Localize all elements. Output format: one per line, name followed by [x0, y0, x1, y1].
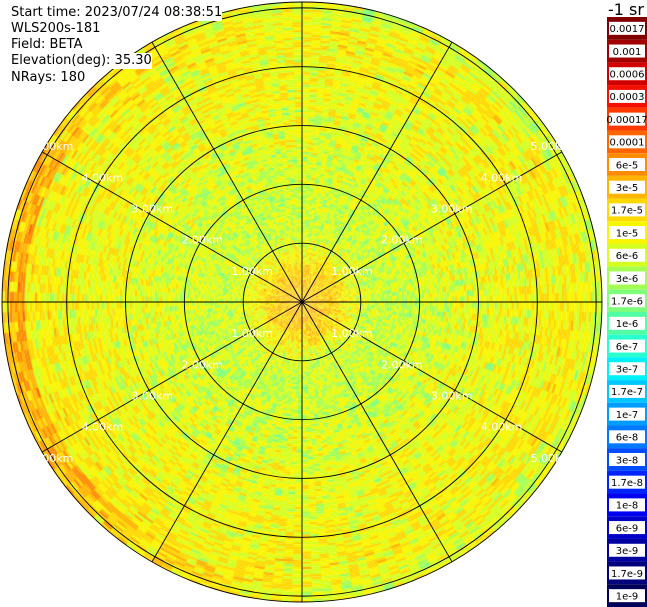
colorbar-label-2: 0.0006 [610, 70, 645, 81]
colorbar-label-bg-14 [609, 339, 645, 353]
colorbar-label-6: 6e-5 [616, 160, 639, 171]
colorbar-label-bg-5 [609, 135, 645, 149]
ring-label-4-2: 4.00km [481, 421, 523, 434]
colorbar-label-10: 6e-6 [616, 251, 639, 262]
colorbar-label-bg-6 [609, 158, 645, 171]
ring-label-5-0: 5.00km [32, 140, 74, 153]
colorbar-label-7: 3e-5 [616, 183, 639, 194]
start-time-label: Start time: 2023/07/24 08:38:51 [11, 5, 223, 21]
colorbar-label-bg-11 [609, 271, 645, 285]
colorbar-label-14: 6e-7 [616, 342, 639, 353]
colorbar-label-11: 3e-6 [616, 274, 639, 285]
colorbar-label-bg-0 [609, 21, 645, 35]
instrument-label: WLS200s-181 [11, 21, 101, 37]
ring-label-1-1: 1.00km [331, 265, 373, 278]
colorbar-label-9: 1e-5 [616, 228, 639, 239]
colorbar-label-bg-7 [609, 180, 645, 194]
azimuth-spoke-300 [41, 151, 303, 303]
ring-label-3-3: 3.00km [132, 390, 174, 403]
colorbar-label-bg-3 [609, 89, 645, 103]
colorbar-label-bg-23 [609, 543, 645, 557]
ring-label-5-1: 5.00km [531, 140, 573, 153]
colorbar-label-22: 6e-9 [616, 523, 639, 534]
colorbar-label-5: 0.0001 [610, 138, 645, 149]
colorbar-label-24: 1.7e-9 [611, 569, 643, 580]
colorbar-label-bg-17 [609, 407, 645, 421]
colorbar-label-bg-4 [609, 112, 645, 126]
ring-label-2-1: 2.00km [381, 234, 423, 247]
colorbar-label-bg-15 [609, 362, 645, 376]
ring-label-3-2: 3.00km [431, 390, 473, 403]
colorbar-label-21: 1e-8 [616, 501, 639, 512]
colorbar-label-bg-9 [609, 226, 645, 240]
colorbar-label-bg-24 [609, 566, 645, 580]
azimuth-spoke-240 [41, 301, 303, 453]
ring-label-2-3: 2.00km [181, 358, 223, 371]
colorbar-label-18: 6e-8 [616, 433, 639, 444]
colorbar-label-bg-18 [609, 430, 645, 444]
colorbar-title: -1 sr [608, 0, 644, 19]
colorbar-label-4: 0.00017 [607, 115, 647, 126]
colorbar-label-12: 1.7e-6 [611, 296, 643, 307]
colorbar-label-bg-8 [609, 203, 645, 217]
azimuth-spoke-210 [151, 301, 303, 563]
colorbar-label-1: 0.001 [613, 47, 642, 58]
ring-label-1-3: 1.00km [231, 327, 273, 340]
colorbar-label-15: 3e-7 [616, 365, 639, 376]
colorbar-label-bg-10 [609, 248, 645, 262]
ring-label-1-2: 1.00km [331, 327, 373, 340]
ring-label-4-1: 4.00km [481, 171, 523, 184]
ring-label-5-2: 5.00km [531, 452, 573, 465]
azimuth-spoke-120 [301, 301, 563, 453]
azimuth-spoke-330 [151, 41, 303, 303]
colorbar-label-25: 1e-9 [616, 591, 639, 602]
colorbar-label-8: 1.7e-5 [611, 206, 643, 217]
ring-label-3-0: 3.00km [132, 202, 174, 215]
colorbar-label-23: 3e-9 [616, 546, 639, 557]
ring-label-3-1: 3.00km [431, 202, 473, 215]
azimuth-spoke-60 [301, 151, 563, 303]
nrays-label: NRays: 180 [11, 70, 86, 86]
colorbar-label-bg-22 [609, 521, 645, 535]
colorbar-label-17: 1e-7 [616, 410, 639, 421]
colorbar-label-19: 3e-8 [616, 455, 639, 466]
colorbar-label-bg-25 [609, 589, 645, 603]
colorbar-label-bg-21 [609, 498, 645, 512]
colorbar-label-bg-19 [609, 453, 645, 466]
azimuth-spoke-30 [301, 41, 453, 303]
ring-label-2-0: 2.00km [181, 234, 223, 247]
colorbar-label-16: 1.7e-7 [611, 387, 643, 398]
colorbar-label-bg-2 [609, 67, 645, 81]
colorbar-label-bg-1 [609, 44, 645, 58]
ring-label-2-2: 2.00km [381, 358, 423, 371]
ring-label-5-3: 5.00km [32, 452, 74, 465]
colorbar-label-13: 1e-6 [616, 319, 639, 330]
colorbar-label-bg-13 [609, 316, 645, 330]
colorbar-label-3: 0.0003 [610, 92, 645, 103]
colorbar-label-bg-20 [609, 475, 645, 489]
colorbar: 0.0017 0.001 0.0006 0.0003 0.00017 0.0001 6e-5… [607, 17, 647, 607]
colorbar-label-bg-16 [609, 384, 645, 398]
colorbar-label-20: 1.7e-8 [611, 478, 643, 489]
colorbar-label-0: 0.0017 [610, 24, 645, 35]
ring-label-4-3: 4.00km [82, 421, 124, 434]
ring-label-4-0: 4.00km [82, 171, 124, 184]
elevation-label: Elevation(deg): 35.30 [11, 53, 152, 69]
ring-label-1-0: 1.00km [231, 265, 273, 278]
azimuth-spoke-150 [301, 301, 453, 563]
colorbar-label-bg-12 [609, 294, 645, 308]
field-label: Field: BETA [11, 37, 83, 53]
